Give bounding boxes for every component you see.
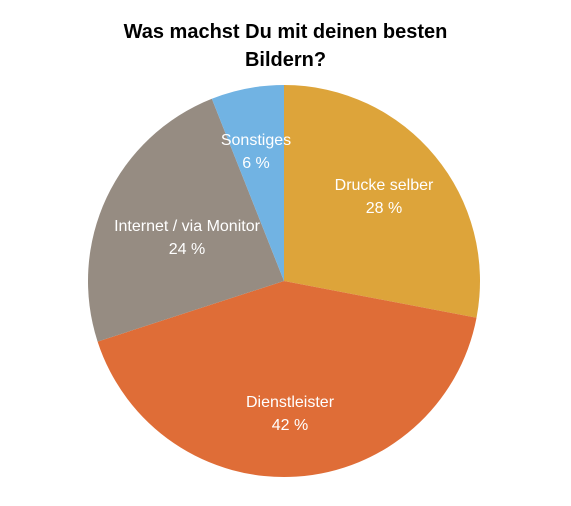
chart-title-line-1: Was machst Du mit deinen besten	[123, 21, 448, 43]
slice-label-2: Internet / via Monitor	[114, 218, 261, 235]
pie-slice-0	[284, 85, 481, 318]
slice-value-1: 42 %	[272, 417, 308, 434]
pie-labels: Drucke selber 28 % Dienstleister 42 % Intern…	[114, 132, 434, 434]
pie-slice-2	[87, 98, 284, 342]
slice-label-0: Drucke selber	[335, 177, 434, 194]
slice-label-3: Sonstiges	[221, 132, 291, 149]
pie-slices	[87, 85, 481, 478]
slice-label-1: Dienstleister	[246, 394, 335, 411]
pie-slice-3	[211, 85, 284, 281]
chart-title-line-2: Bildern?	[244, 49, 327, 71]
slice-value-3: 6 %	[242, 155, 270, 172]
pie-slice-1	[97, 281, 477, 478]
slice-value-0: 28 %	[366, 200, 402, 217]
slice-value-2: 24 %	[169, 241, 205, 258]
chart-title: Was machst Du mit deinen besten Bildern?	[0, 18, 571, 74]
